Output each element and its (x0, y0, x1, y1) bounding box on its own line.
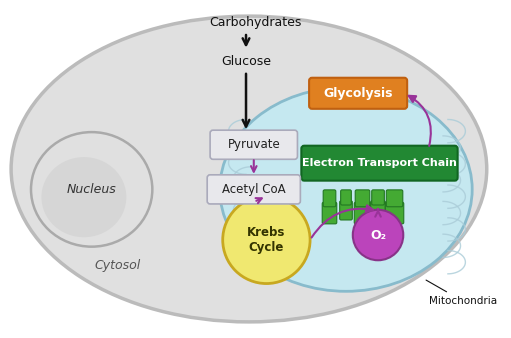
Ellipse shape (220, 88, 472, 291)
Ellipse shape (31, 132, 152, 247)
Text: Nucleus: Nucleus (67, 183, 117, 196)
FancyBboxPatch shape (210, 130, 297, 159)
FancyBboxPatch shape (323, 190, 336, 207)
FancyBboxPatch shape (385, 202, 404, 224)
FancyArrowPatch shape (312, 206, 373, 238)
Text: Cytosol: Cytosol (95, 259, 141, 272)
FancyBboxPatch shape (340, 201, 352, 220)
FancyBboxPatch shape (309, 78, 407, 109)
FancyBboxPatch shape (355, 190, 370, 207)
Ellipse shape (353, 210, 403, 260)
FancyBboxPatch shape (386, 190, 403, 207)
Text: Carbohydrates: Carbohydrates (210, 16, 302, 29)
Text: Acetyl CoA: Acetyl CoA (222, 183, 286, 196)
Ellipse shape (223, 196, 310, 284)
Text: Mitochondria: Mitochondria (426, 280, 497, 306)
Text: Electron Transport Chain: Electron Transport Chain (302, 158, 457, 168)
Ellipse shape (11, 16, 487, 322)
FancyArrowPatch shape (409, 96, 431, 146)
FancyBboxPatch shape (301, 146, 458, 180)
FancyBboxPatch shape (354, 202, 371, 224)
FancyBboxPatch shape (207, 175, 300, 204)
Text: Krebs
Cycle: Krebs Cycle (247, 226, 286, 254)
Ellipse shape (41, 157, 126, 237)
Text: Glycolysis: Glycolysis (323, 87, 393, 100)
FancyBboxPatch shape (341, 190, 352, 205)
Text: O₂: O₂ (370, 228, 386, 242)
FancyBboxPatch shape (322, 202, 337, 224)
FancyBboxPatch shape (371, 201, 385, 220)
Text: Pyruvate: Pyruvate (227, 138, 280, 151)
Text: Glucose: Glucose (221, 55, 271, 68)
FancyBboxPatch shape (371, 190, 384, 205)
